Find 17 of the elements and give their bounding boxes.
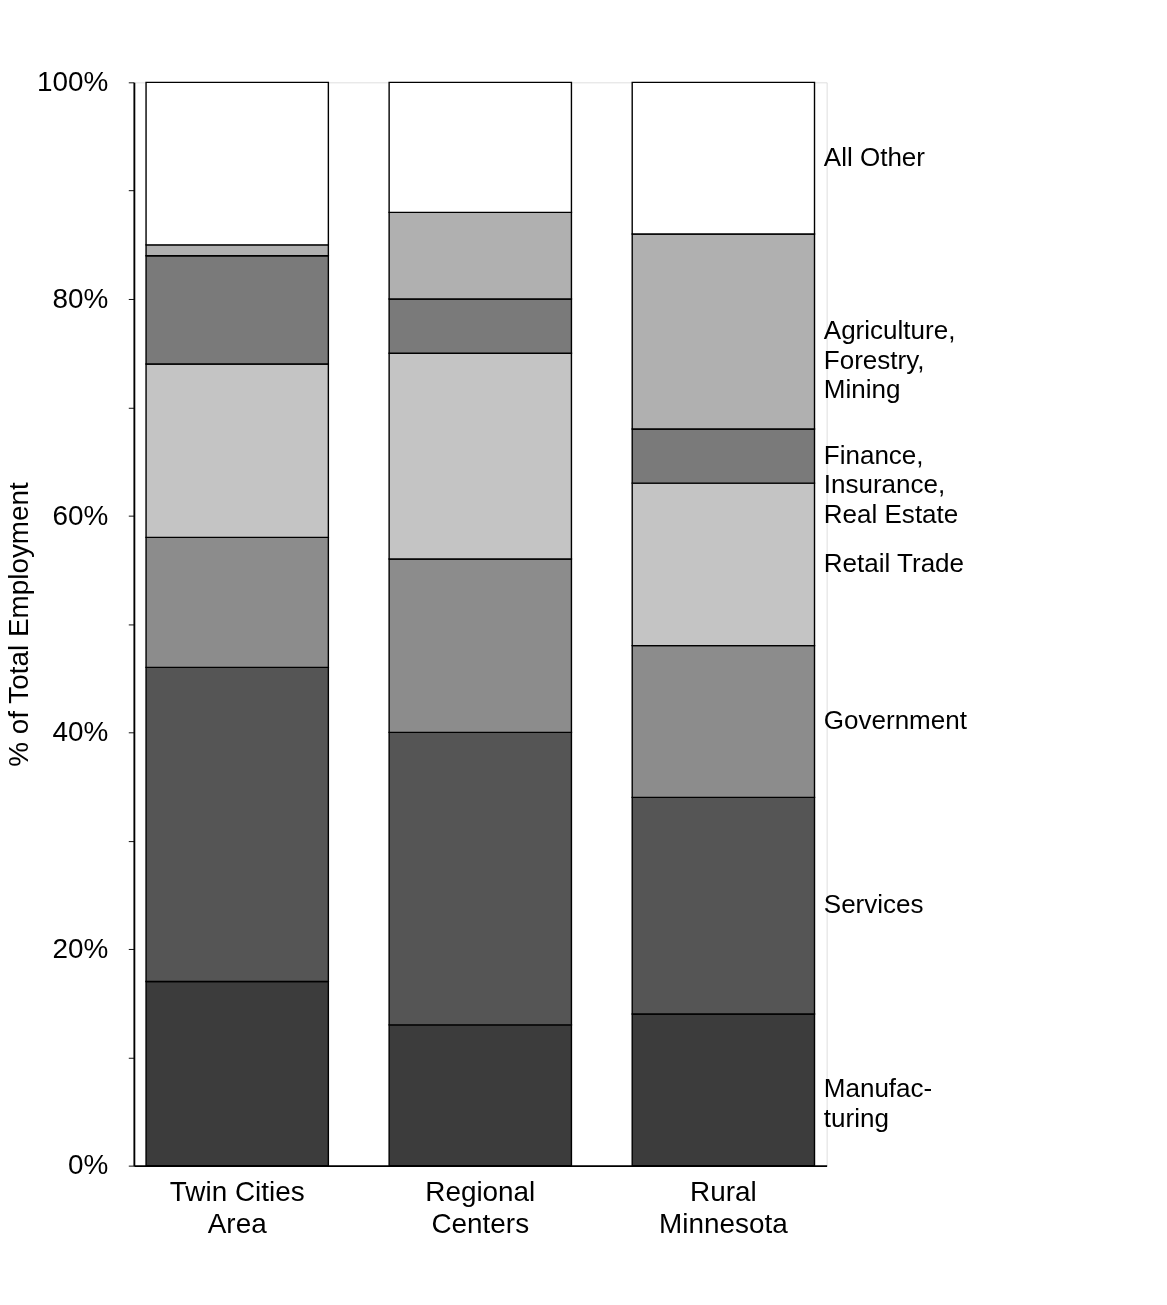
x-tick-label: Twin Cities Area xyxy=(169,1176,305,1240)
x-tick-label: Rural Minnesota xyxy=(659,1176,789,1240)
y-tick-label: 100% xyxy=(37,66,109,98)
series-label: Finance, Insurance, Real Estate xyxy=(823,439,959,530)
series-label: Agriculture, Forestry, Mining xyxy=(823,314,956,405)
y-tick-label: 20% xyxy=(52,932,109,964)
y-tick-label: 80% xyxy=(52,282,109,314)
series-label: Services xyxy=(823,889,924,920)
series-label: Retail Trade xyxy=(823,547,965,578)
series-label: Government xyxy=(823,704,968,735)
y-tick-label: 40% xyxy=(52,716,109,748)
y-tick-label: 60% xyxy=(52,499,109,531)
x-tick-label: Regional Centers xyxy=(425,1176,536,1240)
series-label: Manufac- turing xyxy=(823,1073,933,1134)
y-axis-title: % of Total Employment xyxy=(2,481,34,767)
y-tick-label: 0% xyxy=(68,1149,109,1181)
series-label: All Other xyxy=(823,141,926,172)
